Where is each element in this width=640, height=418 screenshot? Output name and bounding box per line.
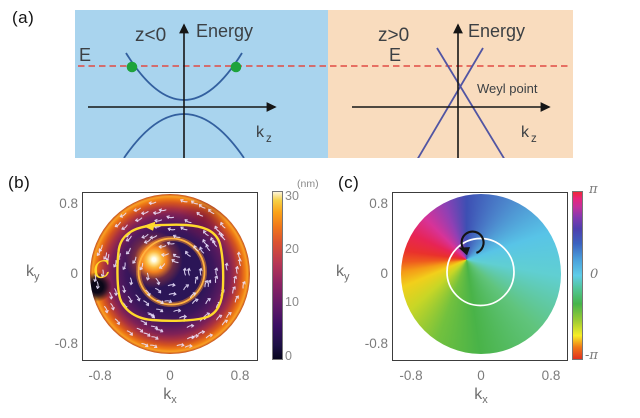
panel-b-colorbar (272, 191, 283, 360)
weyl-cone-line-2 (417, 47, 484, 158)
energy-label-left: Energy (196, 21, 253, 41)
kz-axis-label-right: k (521, 124, 530, 141)
panel-c-label: (c) (338, 173, 360, 192)
panel-c-ylabel-sub: y (344, 271, 350, 284)
panel-c-xtick-neg0.8: -0.8 (399, 368, 423, 383)
panel-c-disk (401, 194, 561, 354)
kz-axis-sub-left: z (266, 133, 272, 145)
panel-b-overlay: C (91, 199, 246, 349)
panel-b-cbar-tick-20: 20 (285, 242, 299, 256)
panel-c-cbar-tick-negpi: -π (585, 348, 598, 363)
panel-c-ylabel-base: k (336, 263, 344, 280)
panel-c-ytick-0: 0 (380, 266, 388, 281)
panel-c-xlabel: kx (461, 386, 501, 406)
panel-c-phase-disk (401, 194, 561, 354)
panel-c-cbar-tick-pi: π (589, 182, 598, 197)
reference-circle (446, 237, 515, 307)
contour-loop-C (116, 223, 225, 323)
fermi-label-left: E (79, 45, 91, 65)
panel-b-ytick-neg0.8: -0.8 (54, 336, 78, 351)
panel-b-cbar-tick-10: 10 (285, 295, 299, 309)
region-z-positive-background (328, 10, 573, 158)
vector-arrow-field (93, 199, 246, 349)
panel-b-ylabel-sub: y (34, 271, 40, 284)
panel-c-xtick-0.8: 0.8 (541, 368, 561, 383)
kz-axis-label-left: k (256, 124, 265, 141)
panel-b-xlabel-base: k (163, 386, 172, 403)
panel-b-disk: C (90, 194, 250, 354)
panel-a-diagram: z<0 Energy E k z z>0 Energy E Weyl point… (75, 10, 573, 158)
panel-c-xlabel-base: k (474, 386, 483, 403)
panel-b-xlabel-sub: x (171, 394, 177, 407)
winding-arrow-head (458, 247, 471, 256)
panel-a-label: (a) (12, 8, 35, 27)
panel-c-colorbar (572, 191, 583, 360)
winding-arrow-arc (460, 230, 485, 254)
panel-b-xtick-0: 0 (166, 368, 174, 383)
panel-b-ylabel-base: k (26, 263, 34, 280)
panel-b-xlabel: kx (150, 386, 190, 406)
panel-b-xtick-0.8: 0.8 (230, 368, 250, 383)
region-label-z-positive: z>0 (378, 25, 409, 46)
panel-b-cbar-unit: (nm) (297, 178, 319, 190)
panel-c-ylabel: ky (336, 263, 350, 283)
panel-c-xtick-0: 0 (477, 368, 485, 383)
panel-b-cbar-tick-30: 30 (285, 189, 299, 203)
fermi-label-right: E (389, 45, 401, 65)
region-z-negative-background (75, 10, 328, 158)
panel-b-ytick-0.8: 0.8 (59, 196, 78, 211)
fermi-crossing-dot-right (230, 61, 242, 73)
panel-b-cbar-tick-0: 0 (285, 349, 292, 363)
contour-label-C: C (91, 256, 114, 285)
panel-b-label: (b) (8, 173, 31, 192)
panel-b-ytick-0: 0 (70, 266, 78, 281)
panel-c-ytick-neg0.8: -0.8 (364, 336, 388, 351)
panel-b-xtick-neg0.8: -0.8 (88, 368, 112, 383)
energy-label-right: Energy (468, 21, 525, 41)
bright-ring (137, 237, 206, 306)
panel-c-overlay (446, 230, 515, 307)
kz-axis-sub-right: z (531, 133, 537, 145)
panel-c-cbar-tick-0: 0 (590, 267, 599, 282)
weyl-point-label: Weyl point (477, 81, 538, 96)
region-label-z-negative: z<0 (135, 25, 166, 46)
panel-c-ytick-0.8: 0.8 (369, 196, 388, 211)
fermi-crossing-dot-left (126, 61, 138, 73)
panel-c-xlabel-sub: x (482, 394, 488, 407)
contour-loop-arrowhead (143, 221, 156, 231)
panel-b-ylabel: ky (26, 263, 40, 283)
weyl-cone-line-1 (436, 47, 505, 158)
